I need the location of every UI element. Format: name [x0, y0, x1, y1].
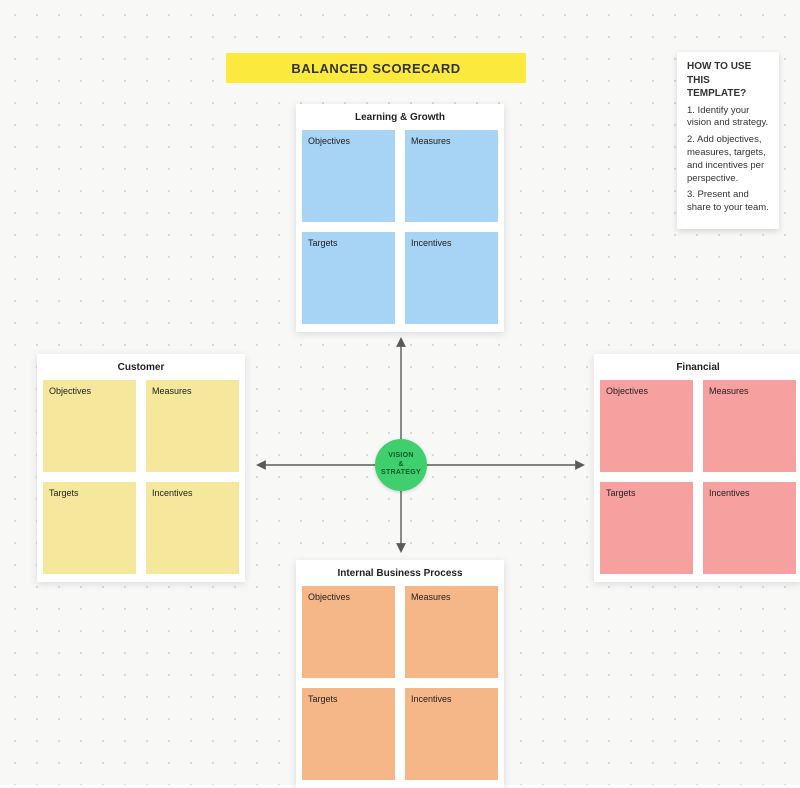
quad-financial[interactable]: Financial Objectives Measures Targets In… [594, 354, 800, 582]
cell-objectives[interactable]: Objectives [43, 380, 136, 472]
cell-incentives[interactable]: Incentives [146, 482, 239, 574]
quad-title: Internal Business Process [302, 566, 498, 586]
cell-measures[interactable]: Measures [405, 130, 498, 222]
cell-targets[interactable]: Targets [600, 482, 693, 574]
cell-incentives[interactable]: Incentives [405, 232, 498, 324]
cell-label: Targets [308, 694, 338, 704]
cell-label: Targets [49, 488, 79, 498]
quad-title: Financial [600, 360, 796, 380]
cell-label: Targets [308, 238, 338, 248]
cell-label: Objectives [49, 386, 91, 396]
hub-label-top: VISION [381, 452, 421, 461]
cell-targets[interactable]: Targets [302, 232, 395, 324]
cell-label: Objectives [606, 386, 648, 396]
cell-label: Targets [606, 488, 636, 498]
cell-label: Incentives [411, 694, 452, 704]
title-text: BALANCED SCORECARD [291, 61, 460, 76]
cell-measures[interactable]: Measures [146, 380, 239, 472]
quad-customer[interactable]: Customer Objectives Measures Targets Inc… [37, 354, 245, 582]
help-step-2: 2. Add objectives, measures, targets, an… [687, 134, 769, 185]
quad-learning-growth[interactable]: Learning & Growth Objectives Measures Ta… [296, 104, 504, 332]
help-step-1: 1. Identify your vision and strategy. [687, 105, 769, 131]
cell-incentives[interactable]: Incentives [405, 688, 498, 780]
cell-label: Measures [709, 386, 749, 396]
title-banner: BALANCED SCORECARD [226, 53, 526, 83]
vision-strategy-hub[interactable]: VISION & STRATEGY [375, 439, 427, 491]
cell-measures[interactable]: Measures [405, 586, 498, 678]
help-title: HOW TO USE THIS TEMPLATE? [687, 60, 769, 101]
hub-label-mid: & [381, 461, 421, 470]
quad-grid: Objectives Measures Targets Incentives [302, 130, 498, 324]
cell-label: Measures [152, 386, 192, 396]
cell-targets[interactable]: Targets [43, 482, 136, 574]
cell-label: Incentives [411, 238, 452, 248]
quad-grid: Objectives Measures Targets Incentives [43, 380, 239, 574]
cell-label: Objectives [308, 136, 350, 146]
cell-targets[interactable]: Targets [302, 688, 395, 780]
quad-grid: Objectives Measures Targets Incentives [302, 586, 498, 780]
quad-grid: Objectives Measures Targets Incentives [600, 380, 796, 574]
help-step-3: 3. Present and share to your team. [687, 189, 769, 215]
cell-incentives[interactable]: Incentives [703, 482, 796, 574]
cell-label: Objectives [308, 592, 350, 602]
cell-label: Measures [411, 136, 451, 146]
cell-measures[interactable]: Measures [703, 380, 796, 472]
quad-title: Customer [43, 360, 239, 380]
hub-label: VISION & STRATEGY [381, 452, 421, 478]
cell-objectives[interactable]: Objectives [302, 130, 395, 222]
cell-objectives[interactable]: Objectives [302, 586, 395, 678]
cell-label: Incentives [152, 488, 193, 498]
quad-title: Learning & Growth [302, 110, 498, 130]
quad-internal-business[interactable]: Internal Business Process Objectives Mea… [296, 560, 504, 788]
help-card[interactable]: HOW TO USE THIS TEMPLATE? 1. Identify yo… [677, 52, 779, 229]
cell-label: Incentives [709, 488, 750, 498]
diagram-canvas[interactable]: BALANCED SCORECARD HOW TO USE THIS TEMPL… [0, 0, 800, 785]
hub-label-bot: STRATEGY [381, 469, 421, 478]
cell-label: Measures [411, 592, 451, 602]
cell-objectives[interactable]: Objectives [600, 380, 693, 472]
